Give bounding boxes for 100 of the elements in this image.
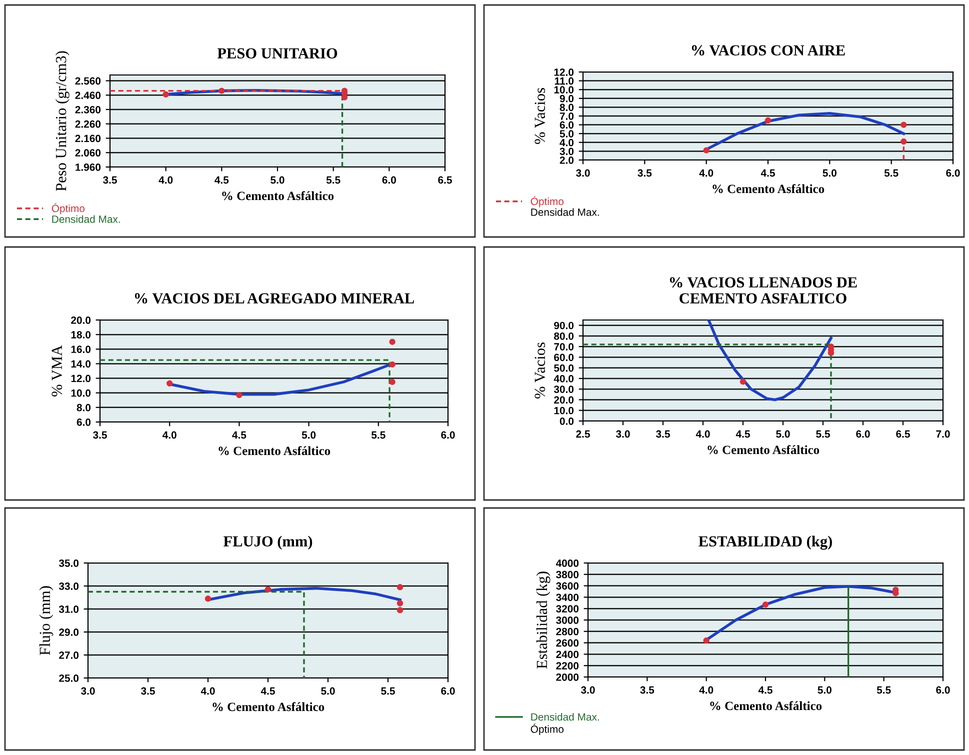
x-tick-label: 5.0 (818, 686, 832, 694)
x-tick-label: 5.0 (302, 431, 316, 439)
x-axis-title: % Cemento Asfáltico (222, 191, 334, 200)
x-tick-label: 4.0 (699, 169, 714, 177)
x-tick-label: 6.0 (856, 430, 870, 438)
y-axis-title: % VMA (52, 345, 62, 396)
legend-label: Óptimo (52, 203, 85, 214)
y-tick-label: 10.0 (71, 389, 91, 397)
y-tick-label: 30.0 (554, 386, 574, 393)
x-tick-label: 4.5 (214, 176, 229, 184)
y-tick-label: 0.0 (560, 418, 574, 425)
y-tick-label: 5.0 (560, 130, 574, 138)
x-axis-title: % Cemento Asfáltico (218, 446, 330, 456)
y-tick-label: 27.0 (59, 652, 79, 659)
chart-title: ESTABILIDAD (kg) (698, 536, 832, 550)
x-tick-label: 6.0 (946, 169, 960, 177)
y-tick-label: 12.0 (71, 374, 91, 382)
y-tick-label: 29.0 (59, 628, 79, 636)
y-tick-label: 70.0 (554, 343, 574, 350)
x-tick-label: 4.0 (158, 176, 173, 184)
y-tick-label: 80.0 (554, 332, 574, 340)
y-tick-label: 33.0 (58, 582, 79, 590)
y-tick-label: 8.0 (560, 104, 574, 112)
x-tick-label: 6.0 (441, 687, 455, 695)
x-tick-label: 3.5 (103, 176, 117, 184)
x-tick-label: 5.5 (876, 686, 891, 694)
x-tick-label: 4.0 (162, 431, 176, 439)
x-tick-label: 4.5 (232, 431, 246, 439)
legend-label: Densidad Max. (52, 215, 120, 223)
y-tick-label: 10.0 (554, 86, 574, 94)
y-tick-label: 2200 (556, 662, 579, 670)
y-tick-label: 2.060 (75, 149, 101, 156)
x-tick-label: 3.5 (638, 169, 652, 177)
x-tick-label: 5.5 (371, 431, 386, 439)
y-tick-label: 1.960 (76, 164, 101, 171)
text: Óptimo (530, 724, 564, 735)
x-tick-label: 4.0 (696, 430, 710, 438)
x-tick-label: 3.0 (581, 686, 595, 694)
x-tick-label: 6.0 (441, 431, 455, 439)
y-tick-label: 11.0 (554, 77, 574, 85)
y-tick-label: 18.0 (71, 331, 91, 338)
x-tick-label: 5.5 (326, 176, 340, 184)
x-axis-title: % Cemento Asfáltico (708, 445, 820, 454)
y-tick-label: 3.0 (560, 148, 574, 156)
y-tick-label: 35.0 (58, 560, 79, 567)
y-tick-label: 2000 (556, 674, 579, 681)
chart-title: % VACIOS LLENADOS DE CEMENTO ASFALTICO (670, 277, 857, 304)
y-tick-label: 12.0 (554, 68, 574, 76)
y-tick-label: 2.260 (75, 120, 101, 128)
x-axis-title: % Cemento Asfáltico (712, 184, 824, 194)
x-axis-title: % Cemento Asfáltico (212, 702, 324, 712)
y-tick-label: 2.160 (75, 134, 101, 142)
y-tick-label: 4.0 (560, 138, 574, 146)
x-tick-label: 4.0 (699, 686, 714, 694)
y-tick-label: 4000 (556, 560, 579, 567)
x-tick-label: 3.0 (616, 430, 630, 438)
chart-title: % VACIOS CON AIRE (692, 45, 845, 56)
x-tick-label: 4.5 (736, 430, 750, 438)
legend-label: Densidad Max. (531, 713, 599, 721)
legend-label: Óptimo (530, 196, 564, 208)
x-tick-label: 6.5 (438, 176, 452, 184)
x-tick-label: 4.0 (200, 687, 215, 695)
y-tick-label: 50.0 (554, 364, 574, 372)
y-tick-label: 31.0 (58, 606, 79, 613)
x-tick-label: 5.0 (321, 687, 335, 695)
x-tick-label: 7.0 (936, 430, 950, 438)
y-tick-label: 25.0 (59, 674, 79, 682)
x-tick-label: 3.5 (656, 430, 670, 438)
y-tick-label: 2.0 (560, 156, 574, 164)
x-tick-label: 6.0 (936, 686, 950, 694)
y-tick-label: 90.0 (554, 322, 574, 330)
y-tick-label: 60.0 (554, 354, 574, 362)
x-tick-label: 4.5 (758, 686, 772, 694)
y-tick-label: 3000 (556, 616, 579, 624)
x-tick-label: 6.0 (382, 176, 396, 184)
y-tick-label: 20.0 (554, 396, 574, 404)
y-tick-label: 2.360 (75, 106, 101, 114)
y-axis-title: Estabilidad (kg) (536, 572, 550, 669)
y-tick-label: 2600 (556, 639, 579, 647)
x-tick-label: 5.0 (776, 430, 790, 438)
y-tick-label: 9.0 (560, 94, 574, 102)
x-tick-label: 4.5 (260, 687, 275, 695)
y-tick-label: 2800 (556, 628, 579, 636)
x-axis-title: % Cemento Asfáltico (710, 701, 822, 710)
x-tick-label: 6.5 (896, 430, 910, 438)
y-tick-label: 20.0 (71, 316, 91, 324)
y-axis-title: Flujo (mm) (39, 586, 54, 656)
x-tick-label: 5.0 (822, 169, 836, 177)
y-tick-label: 6.0 (76, 418, 91, 426)
y-tick-label: 7.0 (560, 112, 574, 120)
y-tick-label: 16.0 (71, 346, 91, 354)
chart-title: % VACIOS DEL AGREGADO MINERAL (134, 293, 414, 304)
y-tick-label: 3800 (556, 570, 579, 578)
y-tick-label: 10.0 (554, 406, 574, 414)
x-tick-label: 5.0 (270, 176, 284, 184)
y-tick-label: 3200 (556, 605, 579, 612)
y-tick-label: 14.0 (71, 360, 91, 368)
y-tick-label: 3400 (556, 594, 579, 602)
x-tick-label: 2.5 (576, 430, 590, 438)
y-tick-label: 6.0 (560, 121, 574, 129)
